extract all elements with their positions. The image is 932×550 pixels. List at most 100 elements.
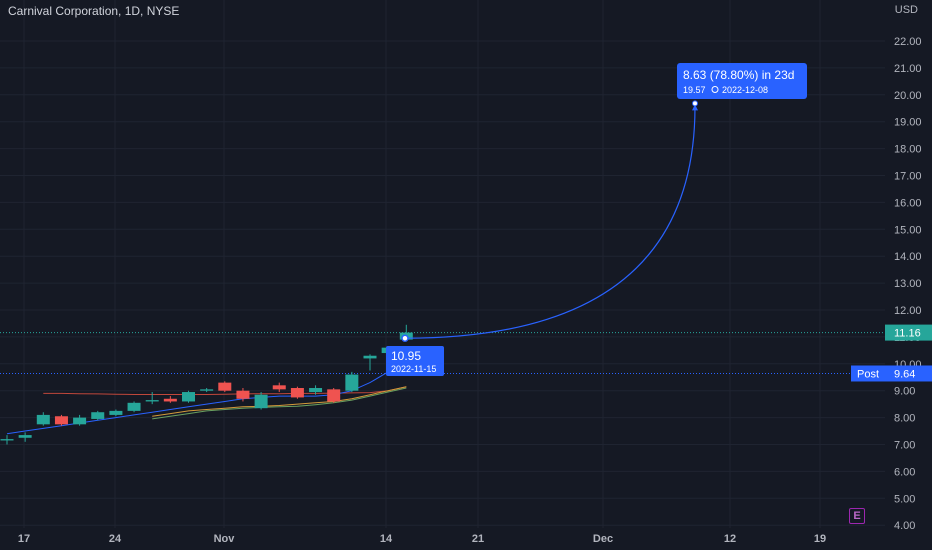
candle-body (218, 382, 232, 391)
candle-body (200, 389, 214, 391)
post-label-text: Post (857, 368, 879, 380)
start-label-box (386, 346, 444, 376)
candle-body (327, 389, 341, 402)
moving-average-line (43, 386, 407, 395)
post-label-bg (851, 365, 885, 382)
candle[interactable] (73, 414, 87, 426)
time-tick-label: 12 (724, 533, 736, 545)
candle-body (345, 374, 359, 391)
price-tick-label: 12.00 (894, 305, 922, 317)
price-tick-label: 19.00 (894, 117, 922, 129)
candles[interactable] (0, 324, 413, 445)
candle[interactable] (272, 382, 286, 393)
candle[interactable] (363, 354, 377, 371)
candle-body (109, 410, 123, 415)
projection-curve[interactable] (404, 106, 696, 339)
time-tick-label: Dec (593, 533, 613, 545)
candle[interactable] (254, 392, 268, 410)
candle-body (236, 390, 250, 399)
candle-body (91, 412, 105, 419)
candle[interactable] (218, 381, 232, 393)
price-tick-label: 9.00 (894, 386, 915, 398)
candle[interactable] (109, 409, 123, 417)
target-change-text: 8.63 (78.80%) in 23d (683, 68, 794, 82)
candle-body (290, 388, 304, 398)
horizontal-price-lines (0, 332, 885, 374)
projection-start-handle[interactable] (401, 334, 409, 342)
symbol-title[interactable]: Carnival Corporation, 1D, NYSE (8, 4, 180, 18)
price-tick-label: 13.00 (894, 278, 922, 290)
price-tick-label: 17.00 (894, 171, 922, 183)
price-tick-label: 5.00 (894, 493, 915, 505)
candle[interactable] (18, 432, 32, 442)
post-market-tag: Post 9.64 (851, 365, 932, 382)
candle[interactable] (327, 388, 341, 403)
price-tick-label: 6.00 (894, 466, 915, 478)
candle-body (73, 417, 87, 425)
time-tick-label: 14 (380, 533, 393, 545)
candle-body (363, 355, 377, 359)
target-date-text: 2022-12-08 (722, 85, 768, 95)
price-tick-label: 16.00 (894, 197, 922, 209)
candle[interactable] (290, 386, 304, 399)
projection-target-tooltip[interactable]: 8.63 (78.80%) in 23d 19.57 2022-12-08 (677, 63, 807, 99)
candle-body (163, 398, 177, 402)
price-tick-label: 18.00 (894, 144, 922, 156)
target-tooltip-box (677, 63, 807, 99)
candle[interactable] (345, 371, 359, 393)
moving-average-line (152, 386, 407, 417)
price-axis[interactable]: 22.00 21.00 20.00 19.00 18.00 17.00 16.00 15.00… (894, 36, 922, 532)
price-tick-label: 21.00 (894, 63, 922, 75)
last-price-tag-bg (885, 324, 932, 341)
price-tick-label: 20.00 (894, 90, 922, 102)
candle-body (54, 416, 68, 425)
candle[interactable] (236, 388, 250, 402)
post-price-tag-bg (885, 365, 932, 382)
time-tick-label: 17 (18, 533, 30, 545)
start-price-text: 10.95 (391, 349, 421, 363)
candle-body (36, 414, 50, 425)
candle[interactable] (54, 414, 68, 426)
clock-icon (711, 86, 719, 93)
candle-body (182, 392, 195, 402)
last-price-tag-text: 11.16 (894, 328, 921, 340)
candle-body (145, 400, 159, 402)
price-tick-label: 14.00 (894, 251, 922, 263)
candle[interactable] (182, 390, 195, 403)
currency-label: USD (894, 4, 918, 16)
moving-average-line (152, 387, 407, 420)
candle[interactable] (0, 435, 14, 445)
candle-body (0, 439, 14, 441)
post-price-tag-text: 9.64 (894, 368, 915, 380)
earnings-badge[interactable]: E (849, 508, 865, 524)
candle[interactable] (36, 412, 50, 426)
last-price-tag: 11.16 (885, 324, 932, 341)
candle[interactable] (200, 388, 214, 393)
candle-body (254, 394, 268, 409)
time-tick-label: 19 (814, 533, 826, 545)
projection-arrowhead (692, 104, 698, 111)
candle-body (309, 388, 323, 393)
candle[interactable] (309, 385, 323, 395)
candle[interactable] (145, 392, 159, 405)
candle-body (272, 385, 286, 390)
price-tick-label: 22.00 (894, 36, 922, 48)
time-axis[interactable]: 17 24 Nov 14 21 Dec 12 19 (18, 533, 826, 545)
time-tick-label: Nov (214, 533, 236, 545)
start-date-text: 2022-11-15 (391, 364, 436, 374)
projection-end-handle[interactable] (692, 100, 698, 107)
price-tick-label: 4.00 (894, 520, 915, 532)
candle[interactable] (91, 410, 105, 421)
price-tags: 11.16 Post 9.64 (851, 324, 932, 382)
time-tick-label: 24 (109, 533, 122, 545)
price-tick-label: 8.00 (894, 413, 915, 425)
target-price-text: 19.57 (683, 85, 706, 95)
candle[interactable] (163, 396, 177, 403)
candle-body (127, 402, 141, 411)
price-tick-label: 7.00 (894, 440, 915, 452)
candle[interactable] (127, 401, 141, 413)
